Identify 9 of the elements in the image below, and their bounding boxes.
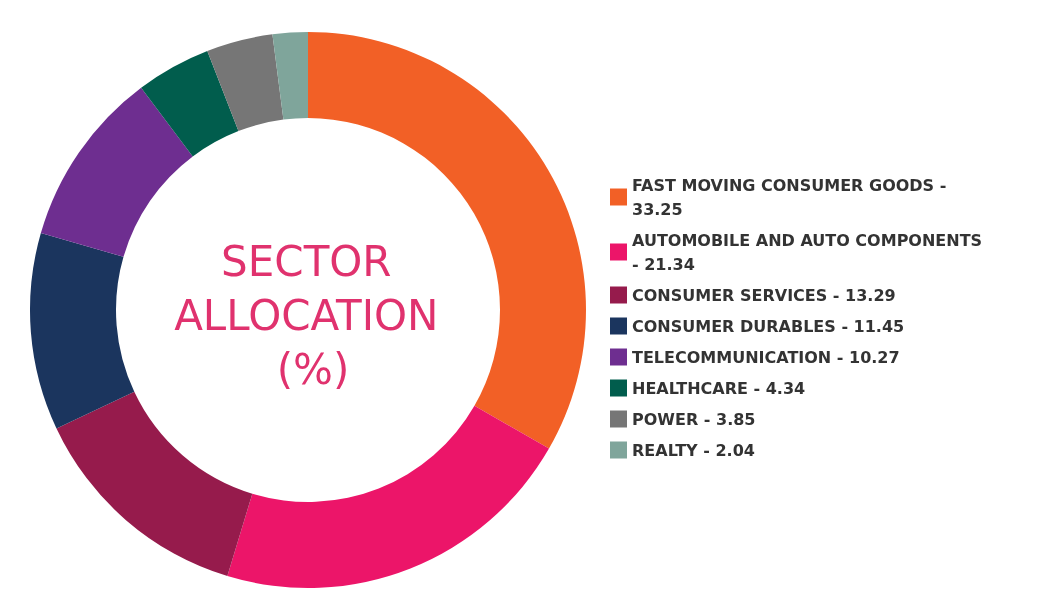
- legend-label: POWER - 3.85: [632, 409, 756, 429]
- legend-label: REALTY - 2.04: [632, 440, 755, 460]
- legend-label: AUTOMOBILE AND AUTO COMPONENTS - 21.34: [632, 230, 988, 274]
- legend-label: CONSUMER SERVICES - 13.29: [632, 285, 896, 305]
- legend-label: FAST MOVING CONSUMER GOODS - 33.25: [632, 175, 952, 219]
- legend-label: TELECOMMUNICATION - 10.27: [632, 347, 900, 367]
- legend-label: CONSUMER DURABLES - 11.45: [632, 316, 905, 336]
- text: SECTOR ALLOCATION (%): [174, 236, 452, 394]
- legend-label: HEALTHCARE - 4.34: [632, 378, 806, 398]
